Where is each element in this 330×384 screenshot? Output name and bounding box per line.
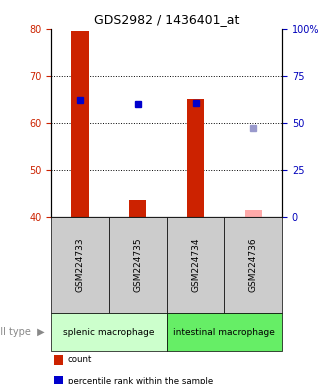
Bar — [109, 217, 167, 313]
Bar — [167, 217, 224, 313]
Text: percentile rank within the sample: percentile rank within the sample — [68, 377, 213, 384]
Text: intestinal macrophage: intestinal macrophage — [174, 328, 275, 337]
Text: splenic macrophage: splenic macrophage — [63, 328, 155, 337]
Bar — [54, 355, 63, 365]
Bar — [129, 200, 147, 217]
Bar — [71, 31, 89, 217]
Text: cell type  ▶: cell type ▶ — [0, 327, 45, 337]
Bar — [224, 217, 282, 313]
Bar — [167, 313, 282, 351]
Bar — [51, 313, 167, 351]
Bar — [187, 99, 204, 217]
Bar — [51, 217, 109, 313]
Bar — [245, 210, 262, 217]
Text: GSM224734: GSM224734 — [191, 238, 200, 292]
Bar — [54, 376, 63, 384]
Text: count: count — [68, 356, 92, 364]
Text: GSM224736: GSM224736 — [249, 238, 258, 292]
Title: GDS2982 / 1436401_at: GDS2982 / 1436401_at — [94, 13, 239, 26]
Text: GSM224733: GSM224733 — [76, 238, 84, 292]
Text: GSM224735: GSM224735 — [133, 238, 142, 292]
